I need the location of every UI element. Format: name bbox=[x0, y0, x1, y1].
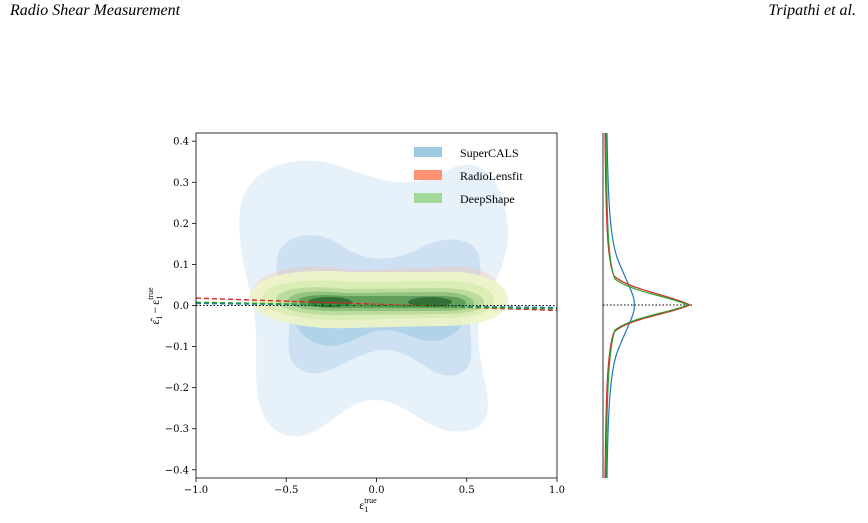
legend-label-supercals: SuperCALS bbox=[460, 146, 519, 160]
main-axes: −1.0 −0.5 0.0 0.5 1.0 −0.4−0.3−0.2−0.10.00.1… bbox=[146, 132, 565, 514]
x-tick-label: 0.5 bbox=[459, 485, 475, 496]
y-axis-label-group: ε̂1−ε1true bbox=[146, 287, 164, 325]
y-ticks: −0.4 −0.3 −0.2 −0.1 0.0 0.1 0.2 0.3 0.4 bbox=[165, 137, 196, 476]
legend-swatch-supercals bbox=[414, 147, 442, 157]
fit-line-deepshape bbox=[195, 301, 558, 310]
x-axis-label-base: ε bbox=[359, 498, 364, 512]
x-tick-label: −1.0 bbox=[184, 485, 208, 496]
y-axis-label-sub: 1 bbox=[155, 296, 164, 300]
running-header-title: Radio Shear Measurement bbox=[10, 2, 181, 19]
y-tick-label: −0.3 bbox=[165, 424, 189, 435]
deepshape-contours bbox=[249, 270, 508, 329]
y-tick-label: 0.3 bbox=[173, 178, 189, 189]
running-header-authors: Tripathi et al. bbox=[768, 2, 856, 19]
x-axis-label-sub: 1 bbox=[364, 505, 368, 514]
marginal-curve-supercals bbox=[606, 132, 635, 479]
y-axis-label: ε̂1−ε1true bbox=[146, 287, 164, 325]
y-tick-label: 0.0 bbox=[173, 301, 189, 312]
y-tick-label: 0.2 bbox=[173, 219, 189, 230]
marginal-curve-deepshape bbox=[605, 132, 690, 479]
legend-label-deepshape: DeepShape bbox=[460, 192, 515, 206]
marginal-panel bbox=[602, 132, 692, 479]
y-axis-label-sup: true bbox=[146, 287, 155, 300]
legend-label-radiolensfit: RadioLensfit bbox=[460, 169, 523, 183]
x-tick-label: −0.5 bbox=[274, 485, 298, 496]
y-axis-label-hat-sub: 1 bbox=[155, 316, 164, 320]
y-tick-label: −0.2 bbox=[165, 383, 189, 394]
x-tick-label: 1.0 bbox=[549, 485, 565, 496]
y-axis-label-minus: − bbox=[148, 307, 162, 314]
marginal-curve-radiolensfit bbox=[604, 132, 692, 479]
deepshape-peak-right bbox=[408, 297, 452, 307]
legend: SuperCALS RadioLensfit DeepShape bbox=[414, 146, 523, 206]
x-tick-label: 0.0 bbox=[369, 485, 385, 496]
legend-swatch-deepshape bbox=[414, 193, 442, 203]
legend-swatch-radiolensfit bbox=[414, 170, 442, 180]
y-tick-label: 0.4 bbox=[173, 137, 189, 148]
fit-lines bbox=[195, 297, 558, 312]
y-tick-label: −0.4 bbox=[165, 465, 189, 476]
fit-line-radiolensfit bbox=[195, 297, 558, 312]
x-axis-label-sup: true bbox=[364, 496, 377, 505]
x-axis-label: ε1true bbox=[359, 496, 377, 514]
y-axis-label-eps: ε bbox=[148, 300, 162, 305]
x-ticks: −1.0 −0.5 0.0 0.5 1.0 bbox=[184, 478, 565, 496]
y-tick-label: −0.1 bbox=[165, 342, 189, 353]
y-axis-label-hat: ε̂ bbox=[148, 318, 162, 325]
y-tick-label: 0.1 bbox=[173, 260, 189, 271]
